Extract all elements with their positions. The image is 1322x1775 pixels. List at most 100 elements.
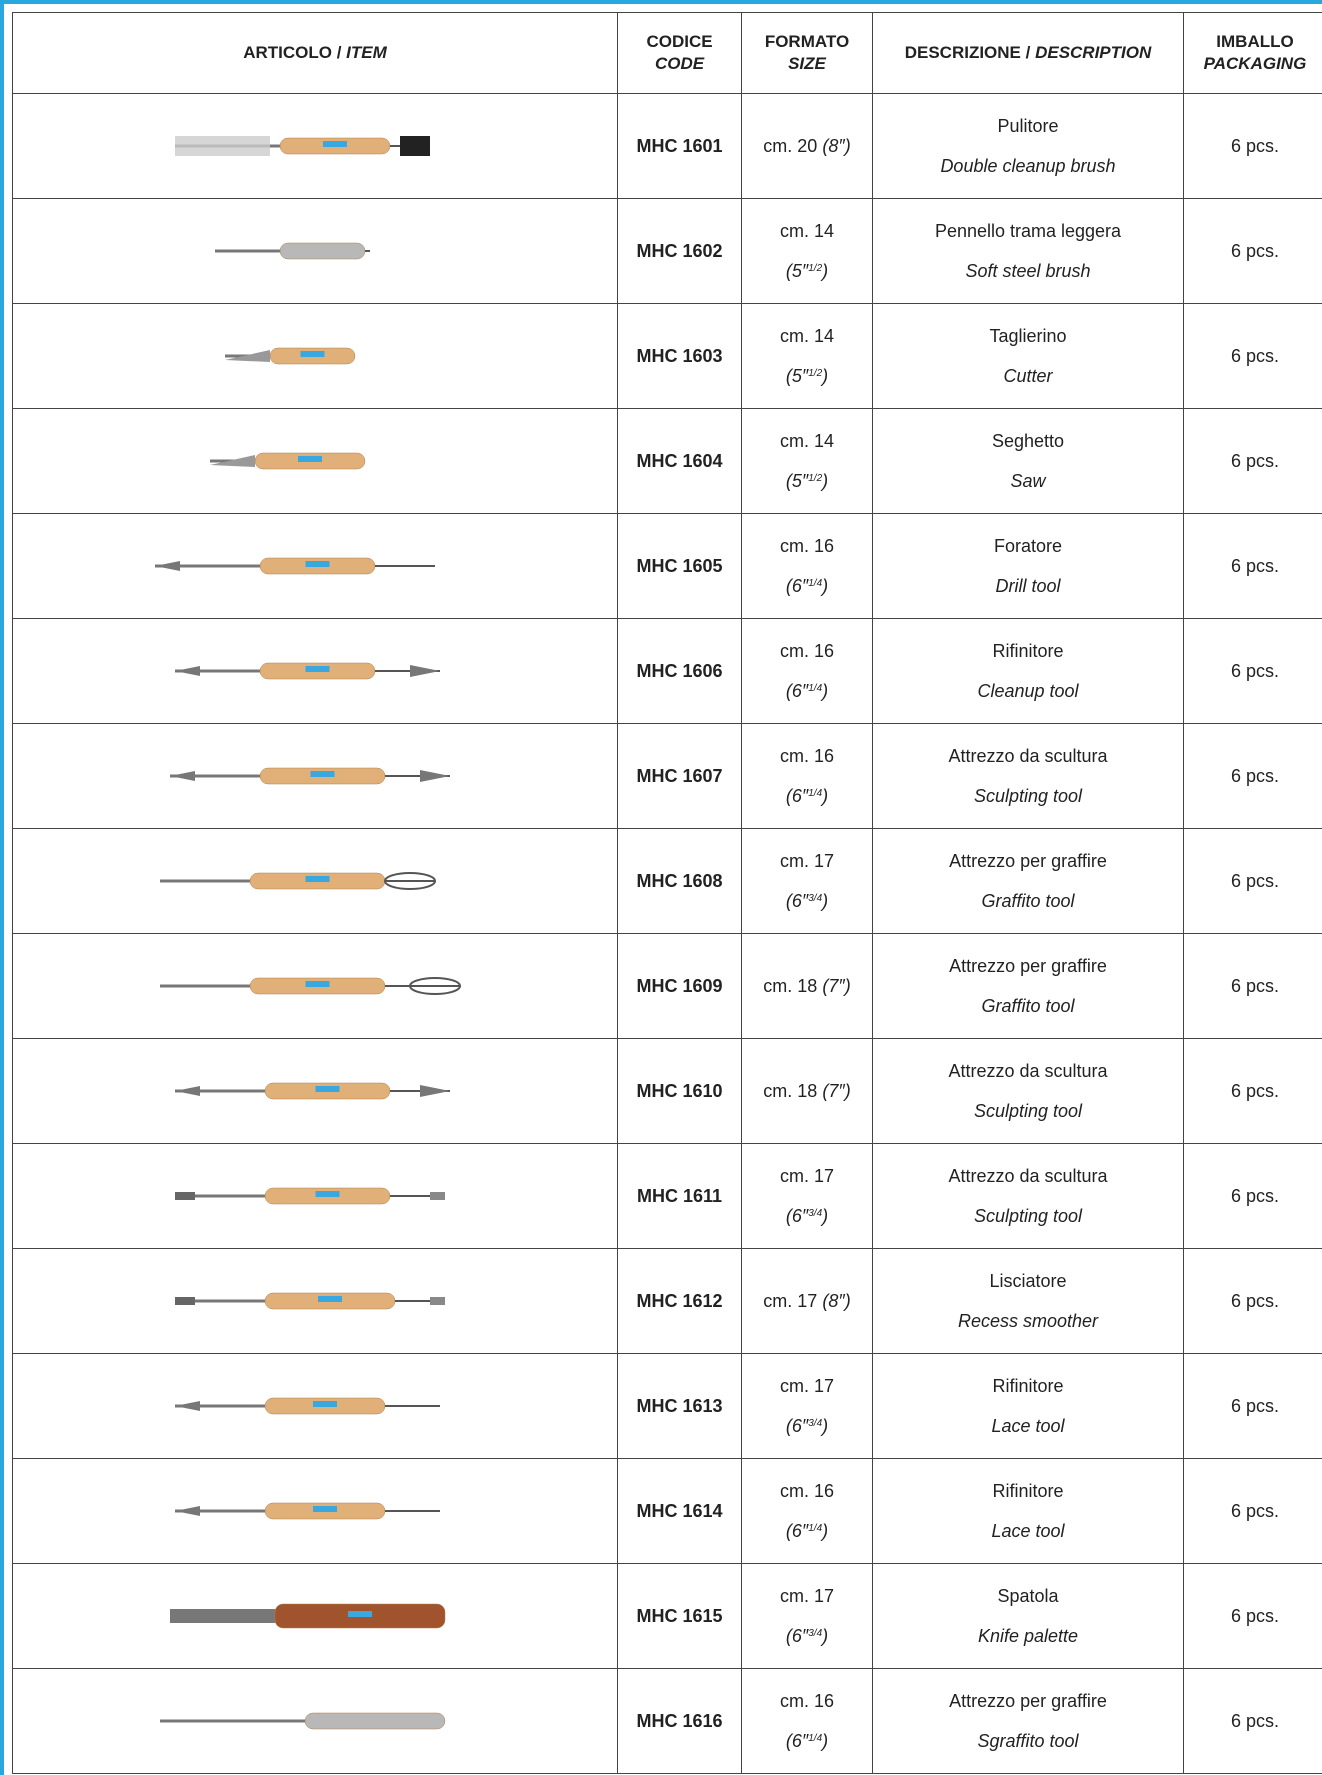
size-cell: cm. 14 (5″1/2) (741, 408, 873, 514)
header-text: CODICE (646, 32, 713, 51)
description-en: Lace tool (991, 1416, 1065, 1436)
size-inch: (7″) (822, 1081, 851, 1101)
size-cell: cm. 18 (7″) (741, 1038, 873, 1144)
code-cell: MHC 1602 (617, 198, 742, 304)
description-it: Seghetto (991, 431, 1065, 451)
description-cell: Rifinitore Lace tool (872, 1458, 1184, 1564)
size-cell: cm. 17 (6″3/4) (741, 1563, 873, 1669)
product-code: MHC 1601 (636, 136, 723, 156)
tool-image (160, 977, 461, 995)
packaging: 6 pcs. (1230, 1606, 1280, 1626)
size-inch: (6″ (785, 681, 809, 701)
description-en: Graffito tool (981, 891, 1075, 911)
item-cell (12, 303, 618, 409)
packaging-cell: 6 pcs. (1183, 1248, 1322, 1354)
item-cell (12, 723, 618, 829)
description-it: Rifinitore (992, 1481, 1064, 1501)
product-code: MHC 1606 (636, 661, 723, 681)
item-cell (12, 1143, 618, 1249)
size-fraction: 3/4 (808, 1418, 823, 1429)
size-inch: (8″) (822, 1291, 851, 1311)
description-it: Pulitore (997, 116, 1059, 136)
size-cell: cm. 14 (5″1/2) (741, 303, 873, 409)
tool-image (175, 1502, 440, 1520)
tool-image (215, 242, 370, 260)
size-inch-close: ) (822, 1521, 829, 1541)
table-row: MHC 1602 cm. 14 (5″1/2) Pennello trama legg… (12, 198, 1322, 304)
table-row: MHC 1603 cm. 14 (5″1/2) Taglierino Cutter 6 p… (12, 303, 1322, 409)
packaging: 6 pcs. (1230, 451, 1280, 471)
size-fraction: 1/4 (808, 1523, 823, 1534)
code-cell: MHC 1604 (617, 408, 742, 514)
tool-image (225, 347, 356, 365)
description-cell: Attrezzo per graffire Sgraffito tool (872, 1668, 1184, 1774)
size-inch-close: ) (822, 786, 829, 806)
size-cell: cm. 17 (6″3/4) (741, 828, 873, 934)
size-cm: cm. 17 (779, 1586, 835, 1606)
size-cell: cm. 14 (5″1/2) (741, 198, 873, 304)
packaging: 6 pcs. (1230, 1396, 1280, 1416)
description-it: Rifinitore (992, 641, 1064, 661)
description-en: Graffito tool (981, 996, 1075, 1016)
size-inch-close: ) (822, 891, 829, 911)
size-cm: cm. 16 (779, 1481, 835, 1501)
table-row: MHC 1606 cm. 16 (6″1/4) Rifinitore Cleanup t… (12, 618, 1322, 724)
table-row: MHC 1614 cm. 16 (6″1/4) Rifinitore Lace tool… (12, 1458, 1322, 1564)
size-cell: cm. 16 (6″1/4) (741, 618, 873, 724)
description-it: Attrezzo da scultura (948, 1061, 1108, 1081)
product-code: MHC 1612 (636, 1291, 723, 1311)
item-cell (12, 1563, 618, 1669)
size-fraction: 1/4 (808, 683, 823, 694)
item-cell (12, 1248, 618, 1354)
item-cell (12, 1458, 618, 1564)
size-inch: (6″ (785, 576, 809, 596)
packaging: 6 pcs. (1230, 136, 1280, 156)
product-table: ARTICOLO / ITEM CODICE CODE FORMATO SIZE D… (12, 12, 1322, 1774)
size-inch-close: ) (822, 1731, 829, 1751)
code-cell: MHC 1614 (617, 1458, 742, 1564)
description-it: Spatola (997, 1586, 1059, 1606)
tool-image (170, 1603, 446, 1629)
size-fraction: 3/4 (808, 1628, 823, 1639)
item-cell (12, 933, 618, 1039)
packaging: 6 pcs. (1230, 661, 1280, 681)
table-row: MHC 1604 cm. 14 (5″1/2) Seghetto Saw 6 pcs. (12, 408, 1322, 514)
size-cell: cm. 16 (6″1/4) (741, 513, 873, 619)
header-text: CODE (654, 54, 705, 73)
size-inch-close: ) (822, 366, 829, 386)
item-cell (12, 408, 618, 514)
size-cell: cm. 17 (6″3/4) (741, 1143, 873, 1249)
item-cell (12, 93, 618, 199)
code-cell: MHC 1608 (617, 828, 742, 934)
size-cm: cm. 16 (779, 746, 835, 766)
description-it: Rifinitore (992, 1376, 1064, 1396)
table-row: MHC 1608 cm. 17 (6″3/4) Attrezzo per graffi… (12, 828, 1322, 934)
header-cell: CODICE CODE (617, 12, 742, 94)
description-it: Lisciatore (989, 1271, 1067, 1291)
header-text: ITEM (346, 43, 387, 62)
description-it: Foratore (993, 536, 1063, 556)
size-inch-close: ) (822, 1206, 829, 1226)
header-text: DESCRIZIONE / (904, 43, 1031, 62)
description-en: Double cleanup brush (940, 156, 1116, 176)
size-inch: (6″ (785, 1521, 809, 1541)
packaging: 6 pcs. (1230, 1186, 1280, 1206)
item-cell (12, 1038, 618, 1144)
packaging-cell: 6 pcs. (1183, 828, 1322, 934)
size-inch: (5″ (785, 261, 809, 281)
code-cell: MHC 1613 (617, 1353, 742, 1459)
description-en: Sculpting tool (973, 786, 1083, 806)
code-cell: MHC 1612 (617, 1248, 742, 1354)
product-code: MHC 1616 (636, 1711, 723, 1731)
size-inch: (6″ (785, 1416, 809, 1436)
code-cell: MHC 1615 (617, 1563, 742, 1669)
size-fraction: 1/2 (808, 263, 823, 274)
item-cell (12, 513, 618, 619)
description-en: Cutter (1003, 366, 1053, 386)
packaging: 6 pcs. (1230, 346, 1280, 366)
product-code: MHC 1608 (636, 871, 723, 891)
packaging-cell: 6 pcs. (1183, 1038, 1322, 1144)
description-cell: Pennello trama leggera Soft steel brush (872, 198, 1184, 304)
size-fraction: 3/4 (808, 1208, 823, 1219)
packaging-cell: 6 pcs. (1183, 933, 1322, 1039)
